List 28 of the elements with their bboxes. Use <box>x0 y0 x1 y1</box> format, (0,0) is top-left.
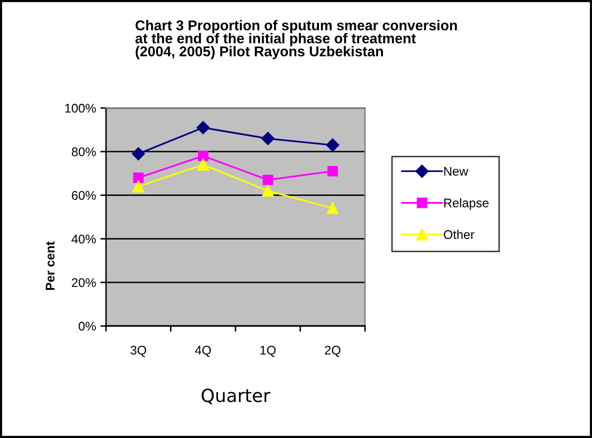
point <box>326 138 340 152</box>
x-tick-label: 2Q <box>324 346 340 357</box>
x-axis-title: Quarter <box>202 388 270 404</box>
y-axis-title: Per cent <box>46 241 55 290</box>
point <box>326 202 339 214</box>
x-tick-label: 3Q <box>130 346 146 357</box>
y-tick-label: 40% <box>72 234 96 244</box>
point <box>132 180 144 192</box>
point <box>261 132 274 146</box>
x-tick-label: 4Q <box>195 346 211 357</box>
chart-title: Chart 3 Proportion of sputum smear conversion at the end of the initial phase of treatment (2004, 2005) Pilot Rayons Uzbekistan <box>135 20 457 60</box>
point <box>132 147 145 160</box>
point <box>327 166 338 176</box>
point <box>262 184 274 197</box>
y-tick-label: 60% <box>72 191 96 200</box>
point <box>197 158 210 171</box>
legend-label: Other <box>444 230 474 240</box>
point <box>262 174 274 186</box>
x-tick-label: 1Q <box>260 346 276 357</box>
y-tick-label: 20% <box>72 278 96 288</box>
point <box>133 172 144 183</box>
point <box>196 121 210 134</box>
legend-label: New <box>444 166 468 176</box>
point <box>198 150 208 162</box>
y-tick-label: 100% <box>65 104 96 113</box>
y-tick-label: 0% <box>78 322 96 331</box>
y-tick-label: 80% <box>72 147 96 156</box>
legend-label: Relapse <box>444 198 489 210</box>
